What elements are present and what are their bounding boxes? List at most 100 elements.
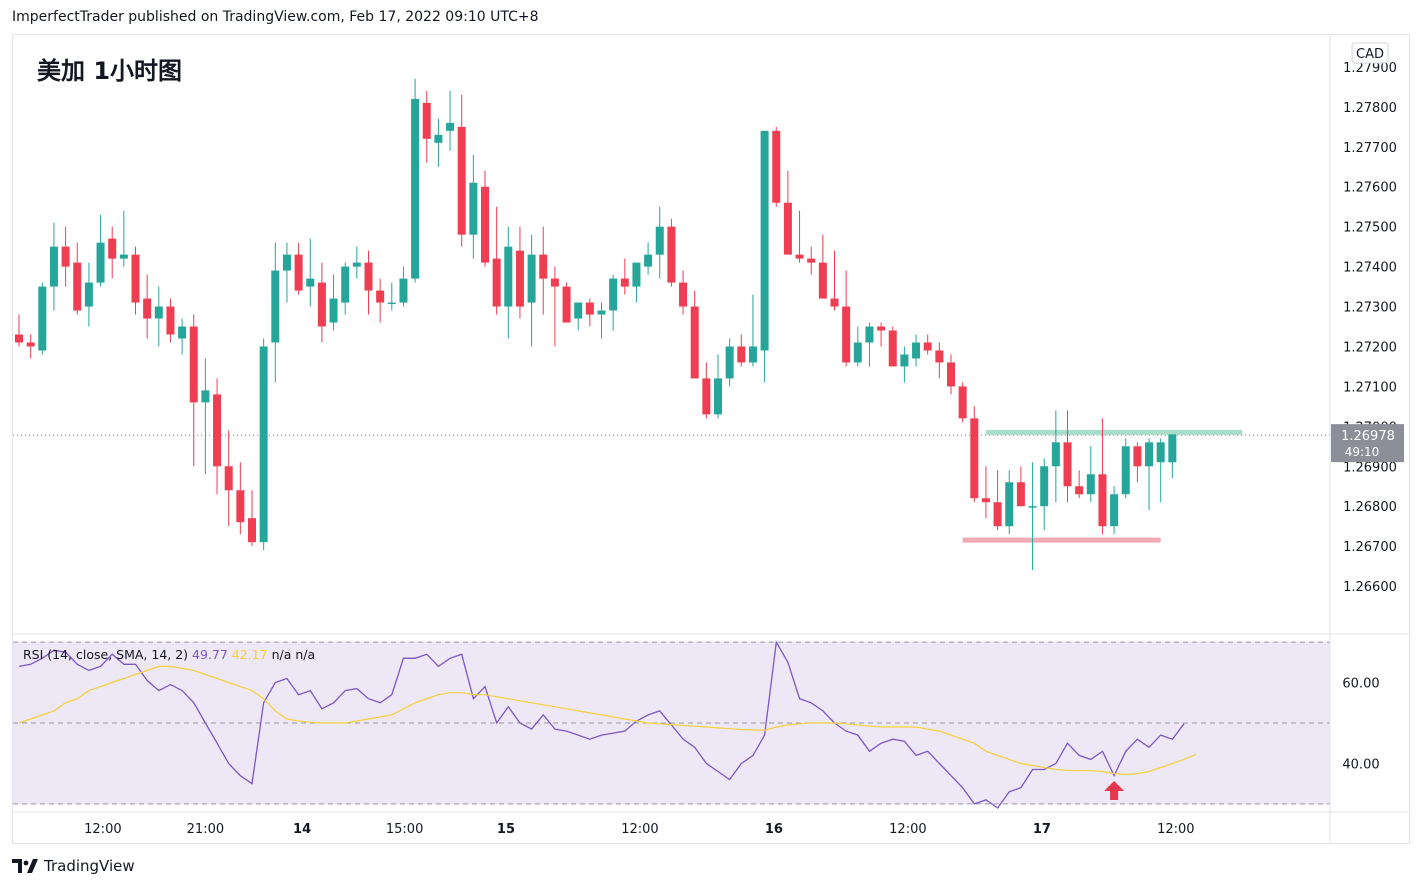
candle[interactable]	[1121, 438, 1130, 499]
candle[interactable]	[981, 466, 990, 519]
candle[interactable]	[632, 262, 641, 303]
candle[interactable]	[853, 326, 862, 367]
candle[interactable]	[352, 246, 361, 279]
candle[interactable]	[504, 226, 513, 339]
candle[interactable]	[842, 270, 851, 367]
rsi-ma-line[interactable]	[18, 665, 1196, 776]
candle[interactable]	[457, 94, 466, 247]
candle[interactable]	[725, 338, 734, 387]
candle[interactable]	[178, 318, 187, 355]
candle[interactable]	[690, 290, 699, 379]
candle[interactable]	[970, 406, 979, 503]
candle[interactable]	[364, 250, 373, 315]
candle[interactable]	[38, 282, 47, 355]
candle[interactable]	[422, 90, 431, 163]
candle[interactable]	[143, 274, 152, 339]
candle[interactable]	[1168, 434, 1177, 479]
candle[interactable]	[760, 130, 769, 383]
candle[interactable]	[213, 378, 222, 495]
candle[interactable]	[888, 326, 897, 367]
candle[interactable]	[609, 274, 618, 331]
candle[interactable]	[958, 382, 967, 423]
candle[interactable]	[411, 78, 420, 283]
candle[interactable]	[166, 298, 175, 343]
candle[interactable]	[667, 218, 676, 287]
candle[interactable]	[597, 302, 606, 339]
candle[interactable]	[481, 170, 489, 267]
candle[interactable]	[492, 206, 501, 315]
candle[interactable]	[15, 314, 23, 347]
candle[interactable]	[271, 242, 280, 383]
candle[interactable]	[993, 470, 1002, 531]
candle[interactable]	[294, 242, 303, 295]
candle[interactable]	[446, 90, 455, 151]
candle[interactable]	[119, 210, 128, 267]
candle[interactable]	[679, 270, 688, 315]
candle[interactable]	[585, 298, 594, 327]
rsi-pane[interactable]: RSI (14, close, SMA, 14, 2) 49.77 42.17 …	[13, 640, 1330, 809]
candle[interactable]	[1005, 470, 1014, 535]
candle[interactable]	[947, 354, 955, 395]
candle[interactable]	[515, 226, 524, 319]
candle[interactable]	[923, 334, 932, 355]
candle[interactable]	[877, 322, 886, 347]
candle[interactable]	[1051, 410, 1060, 503]
candle[interactable]	[61, 226, 70, 287]
candle[interactable]	[96, 214, 105, 287]
candle[interactable]	[189, 314, 198, 467]
candle[interactable]	[224, 430, 233, 527]
candle[interactable]	[26, 334, 35, 359]
candle[interactable]	[376, 278, 385, 323]
candle[interactable]	[341, 262, 350, 315]
candle[interactable]	[562, 282, 571, 323]
rsi-line[interactable]	[18, 640, 1185, 809]
candle[interactable]	[620, 258, 629, 295]
candle[interactable]	[550, 266, 559, 347]
candle[interactable]	[108, 226, 117, 279]
candle[interactable]	[807, 246, 816, 275]
candle[interactable]	[1110, 486, 1119, 535]
candle[interactable]	[201, 358, 210, 475]
price-pane[interactable]	[13, 78, 1330, 571]
candle[interactable]	[154, 286, 163, 347]
candle[interactable]	[702, 362, 711, 419]
candle[interactable]	[248, 490, 256, 547]
candle[interactable]	[1040, 458, 1049, 531]
candle[interactable]	[399, 266, 408, 307]
candle[interactable]	[259, 338, 268, 551]
candle[interactable]	[329, 274, 338, 331]
candle[interactable]	[830, 250, 839, 311]
candle[interactable]	[73, 242, 82, 315]
candle[interactable]	[865, 322, 874, 367]
candle[interactable]	[282, 242, 291, 303]
candle[interactable]	[236, 462, 245, 535]
candle[interactable]	[714, 354, 722, 419]
candle[interactable]	[317, 262, 326, 343]
candle[interactable]	[1063, 410, 1072, 503]
candle[interactable]	[574, 302, 583, 331]
candle[interactable]	[1028, 462, 1037, 571]
candle[interactable]	[748, 294, 757, 367]
candle[interactable]	[469, 154, 478, 259]
candle[interactable]	[900, 346, 909, 383]
candle[interactable]	[387, 282, 396, 311]
candle[interactable]	[912, 334, 921, 367]
candle[interactable]	[1145, 438, 1154, 511]
candle[interactable]	[539, 226, 548, 315]
candle[interactable]	[1016, 466, 1025, 507]
candle[interactable]	[1098, 418, 1107, 535]
candle[interactable]	[644, 242, 653, 275]
candle[interactable]	[935, 342, 944, 379]
candle[interactable]	[783, 170, 792, 255]
candle[interactable]	[1075, 470, 1084, 499]
candle[interactable]	[772, 126, 781, 207]
candle[interactable]	[818, 234, 827, 299]
candle[interactable]	[49, 222, 58, 311]
candle[interactable]	[795, 210, 804, 263]
candle[interactable]	[1133, 442, 1142, 483]
candle[interactable]	[1086, 446, 1095, 503]
candle[interactable]	[737, 334, 746, 367]
candle[interactable]	[84, 262, 93, 327]
candle[interactable]	[527, 234, 536, 347]
